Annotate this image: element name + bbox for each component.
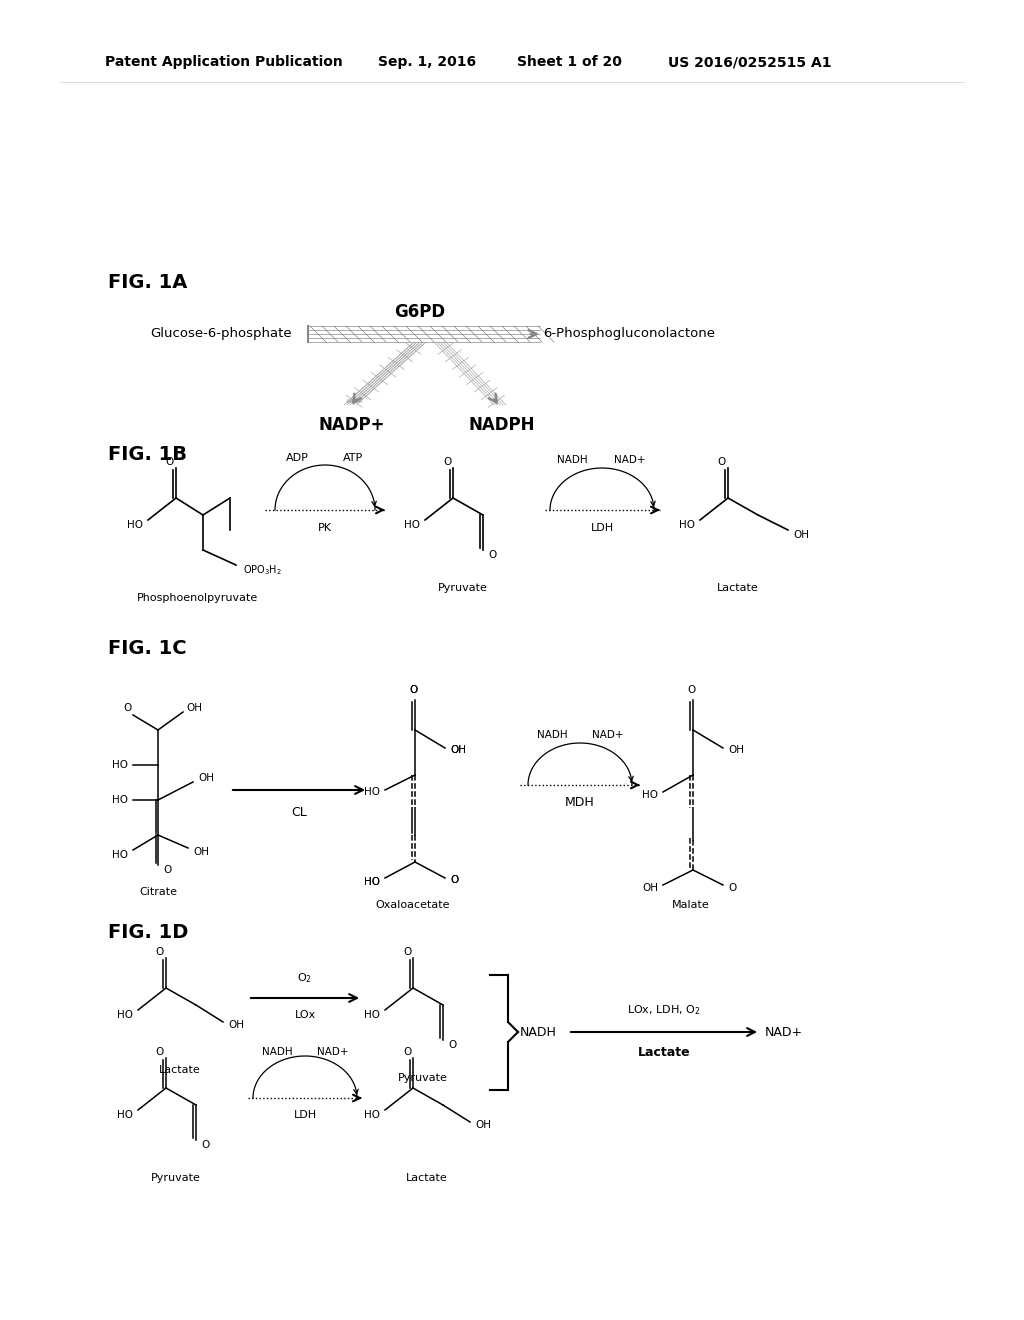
Text: HO: HO	[112, 850, 128, 861]
Text: O: O	[409, 685, 417, 696]
Text: G6PD: G6PD	[394, 304, 445, 321]
Text: US 2016/0252515 A1: US 2016/0252515 A1	[668, 55, 831, 69]
Text: OH: OH	[186, 704, 202, 713]
Text: HO: HO	[112, 760, 128, 770]
Text: HO: HO	[117, 1110, 133, 1119]
Text: PK: PK	[318, 523, 332, 533]
Text: OH: OH	[228, 1020, 244, 1030]
Text: O$_2$: O$_2$	[298, 972, 312, 985]
Text: NADH: NADH	[537, 730, 567, 741]
Text: Malate: Malate	[672, 900, 710, 909]
Text: O: O	[449, 1040, 457, 1049]
Text: FIG. 1D: FIG. 1D	[108, 923, 188, 941]
Text: HO: HO	[117, 1010, 133, 1020]
Text: Lactate: Lactate	[407, 1173, 447, 1183]
Text: Glucose-6-phosphate: Glucose-6-phosphate	[150, 327, 292, 341]
Text: O: O	[156, 946, 164, 957]
Text: FIG. 1C: FIG. 1C	[108, 639, 186, 657]
Text: NAD+: NAD+	[592, 730, 624, 741]
Text: OH: OH	[193, 847, 209, 857]
Text: NAD+: NAD+	[765, 1026, 803, 1039]
Text: O: O	[402, 1047, 411, 1057]
Text: HO: HO	[364, 876, 380, 887]
Text: O: O	[450, 875, 459, 884]
Text: NAD+: NAD+	[614, 455, 646, 465]
Text: LOx: LOx	[294, 1010, 315, 1020]
Text: HO: HO	[127, 520, 143, 531]
Text: Sheet 1 of 20: Sheet 1 of 20	[517, 55, 622, 69]
Text: O: O	[163, 865, 171, 875]
Text: 6-Phosphogluconolactone: 6-Phosphogluconolactone	[543, 327, 715, 341]
Text: ADP: ADP	[286, 453, 308, 463]
Text: HO: HO	[112, 795, 128, 805]
Text: OH: OH	[793, 531, 809, 540]
Text: NADH: NADH	[262, 1047, 292, 1057]
Text: Phosphoenolpyruvate: Phosphoenolpyruvate	[137, 593, 259, 603]
Text: Pyruvate: Pyruvate	[438, 583, 488, 593]
Text: OH: OH	[450, 744, 466, 755]
Text: Patent Application Publication: Patent Application Publication	[105, 55, 343, 69]
Text: OH: OH	[198, 774, 214, 783]
Text: Pyruvate: Pyruvate	[398, 1073, 447, 1082]
Text: O: O	[201, 1140, 209, 1150]
Text: Oxaloacetate: Oxaloacetate	[376, 900, 451, 909]
Text: LOx, LDH, O$_2$: LOx, LDH, O$_2$	[627, 1003, 700, 1016]
Text: HO: HO	[364, 876, 380, 887]
Text: O: O	[156, 1047, 164, 1057]
Text: O: O	[488, 550, 497, 560]
Text: OH: OH	[475, 1119, 490, 1130]
Text: LDH: LDH	[591, 523, 613, 533]
Text: FIG. 1A: FIG. 1A	[108, 272, 187, 292]
Text: MDH: MDH	[565, 796, 595, 809]
Text: O: O	[166, 457, 174, 467]
Text: O: O	[409, 685, 417, 696]
Text: OH: OH	[450, 744, 466, 755]
Text: Lactate: Lactate	[159, 1065, 201, 1074]
Text: O: O	[402, 946, 411, 957]
Text: NADH: NADH	[557, 455, 588, 465]
Text: CL: CL	[291, 805, 307, 818]
Text: O: O	[687, 685, 695, 696]
Text: OH: OH	[728, 744, 744, 755]
Text: HO: HO	[364, 1010, 380, 1020]
Text: OPO$_3$H$_2$: OPO$_3$H$_2$	[243, 564, 282, 577]
Text: HO: HO	[642, 789, 658, 800]
Text: O: O	[442, 457, 452, 467]
Text: Lactate: Lactate	[717, 583, 759, 593]
Text: NADH: NADH	[519, 1026, 556, 1039]
Text: HO: HO	[364, 1110, 380, 1119]
Text: O: O	[728, 883, 736, 894]
Text: NADPH: NADPH	[469, 416, 536, 434]
Text: Pyruvate: Pyruvate	[152, 1173, 201, 1183]
Text: Lactate: Lactate	[638, 1045, 690, 1059]
Text: LDH: LDH	[294, 1110, 316, 1119]
Text: O: O	[718, 457, 726, 467]
Text: NAD+: NAD+	[317, 1047, 349, 1057]
Text: NADP+: NADP+	[318, 416, 385, 434]
Text: O: O	[450, 875, 459, 884]
Text: ATP: ATP	[343, 453, 364, 463]
Text: FIG. 1B: FIG. 1B	[108, 446, 187, 465]
Text: O: O	[124, 704, 132, 713]
Text: OH: OH	[642, 883, 658, 894]
Text: HO: HO	[404, 520, 420, 531]
Text: Citrate: Citrate	[139, 887, 177, 898]
Text: Sep. 1, 2016: Sep. 1, 2016	[378, 55, 476, 69]
Text: HO: HO	[679, 520, 695, 531]
Text: HO: HO	[364, 787, 380, 797]
